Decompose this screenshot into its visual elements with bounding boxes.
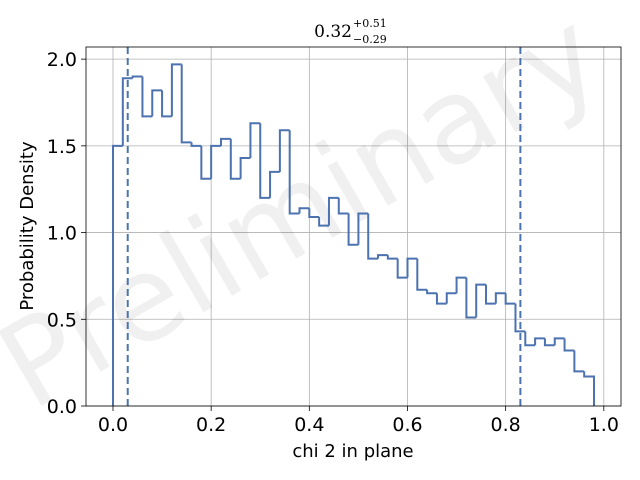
y-axis-label: Probability Density — [17, 141, 38, 311]
histogram-bin — [543, 338, 555, 347]
histogram-bin — [327, 196, 339, 226]
histogram-bin — [131, 75, 143, 79]
histogram-bin — [269, 170, 280, 198]
histogram-bin — [563, 338, 575, 352]
credible-interval-lines — [126, 47, 522, 406]
histogram-bin — [318, 216, 329, 227]
histogram-bin — [308, 208, 320, 218]
chart-title: 0.32 +0.51 −0.29 — [314, 17, 387, 46]
histogram-bin — [583, 371, 596, 406]
histogram-bin — [396, 258, 408, 279]
histogram-bin — [219, 137, 231, 146]
histogram-bin — [259, 123, 271, 199]
histogram-bin — [465, 277, 477, 319]
histogram-bin — [377, 254, 388, 259]
histogram-bin — [524, 331, 536, 347]
histogram-bin — [180, 64, 192, 144]
x-tick-label: 0.0 — [98, 414, 128, 436]
title-value: 0.32 — [314, 22, 352, 42]
histogram-bin — [406, 257, 418, 278]
histogram-bin — [494, 292, 506, 304]
histogram-bin — [504, 293, 516, 305]
y-tick-label: 1.5 — [47, 136, 77, 158]
histogram-bin — [416, 258, 428, 291]
histogram-bin — [386, 255, 398, 260]
x-tick-label: 0.4 — [294, 414, 324, 436]
y-tick-label: 2.0 — [47, 49, 77, 71]
x-axis-ticks: 0.0 0.2 0.4 0.6 0.8 1.0 — [98, 406, 619, 436]
histogram-bin — [210, 144, 221, 179]
histogram-bin — [337, 197, 349, 215]
x-tick-label: 0.6 — [392, 414, 422, 436]
histogram-bin — [121, 77, 133, 146]
x-axis-label: chi 2 in plane — [292, 441, 413, 462]
x-tick-label: 0.2 — [196, 414, 226, 436]
histogram-bin — [347, 213, 359, 246]
histogram-bin — [239, 156, 251, 179]
histogram-bin — [475, 283, 487, 318]
histogram-bars — [111, 63, 596, 406]
histogram-bin — [141, 76, 153, 118]
histogram-bin — [426, 289, 437, 295]
histogram-bin — [288, 130, 300, 215]
histogram-bin — [278, 129, 290, 172]
histogram-bin — [170, 63, 182, 117]
histogram-bin — [190, 142, 202, 147]
y-tick-label: 0.5 — [47, 309, 77, 331]
histogram-bin — [200, 145, 212, 180]
histogram-bin — [534, 337, 545, 346]
histogram-bin — [435, 293, 447, 305]
title-lower-error: −0.29 — [353, 33, 387, 46]
histogram-bin — [514, 303, 526, 333]
histogram-bin — [573, 350, 585, 373]
grid — [86, 47, 621, 407]
histogram-bin — [553, 337, 565, 346]
histogram-bin — [485, 284, 496, 305]
histogram-bin — [111, 144, 123, 406]
histogram-bin — [161, 90, 172, 118]
title-upper-error: +0.51 — [353, 17, 387, 30]
histogram-bin — [357, 212, 369, 245]
y-tick-label: 1.0 — [47, 223, 77, 245]
plot-frame — [85, 46, 622, 407]
y-tick-label: 0.0 — [47, 396, 77, 418]
x-tick-label: 0.8 — [491, 414, 521, 436]
histogram-bin — [298, 207, 310, 214]
histogram-bin — [229, 138, 241, 180]
x-tick-label: 1.0 — [589, 414, 619, 436]
histogram-bin — [151, 89, 163, 117]
histogram-bin — [367, 213, 379, 260]
histogram-bin — [445, 292, 457, 304]
histogram-bin — [455, 276, 467, 294]
histogram-bin — [249, 122, 261, 158]
y-axis-ticks: 0.0 0.5 1.0 1.5 2.0 — [47, 49, 86, 418]
